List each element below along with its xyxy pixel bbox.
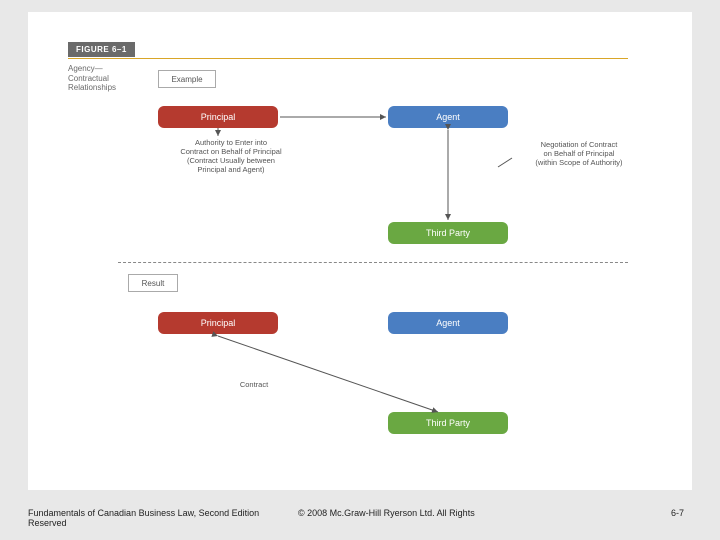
slide-footer: Fundamentals of Canadian Business Law, S… (28, 508, 692, 528)
fig-sub-l3: Relationships (68, 83, 148, 93)
fig-sub-l1: Agency— (68, 64, 148, 74)
footer-page: 6-7 (578, 508, 692, 528)
auth-l1: Authority to Enter into (156, 138, 306, 147)
footer-left: Fundamentals of Canadian Business Law, S… (28, 508, 259, 518)
auth-l2: Contract on Behalf of Principal (156, 147, 306, 156)
upper-agent-box: Agent (388, 106, 508, 128)
footer-center: © 2008 Mc.Graw-Hill Ryerson Ltd. All Rig… (298, 508, 578, 528)
negotiation-annotation: Negotiation of Contract on Behalf of Pri… (514, 140, 644, 167)
section-divider (118, 262, 628, 263)
authority-annotation: Authority to Enter into Contract on Beha… (156, 138, 306, 174)
example-box: Example (158, 70, 216, 88)
slide-area: FIGURE 6–1 Agency— Contractual Relations… (28, 12, 692, 490)
neg-l1: Negotiation of Contract (514, 140, 644, 149)
figure-header: FIGURE 6–1 (68, 42, 135, 57)
fig-sub-l2: Contractual (68, 74, 148, 84)
lower-principal-box: Principal (158, 312, 278, 334)
arrow-neg-pointer (498, 158, 512, 167)
figure-subtitle: Agency— Contractual Relationships (68, 64, 148, 93)
result-box: Result (128, 274, 178, 292)
figure-rule (68, 58, 628, 59)
auth-l3: (Contract Usually between (156, 156, 306, 165)
upper-thirdparty-box: Third Party (388, 222, 508, 244)
upper-principal-box: Principal (158, 106, 278, 128)
footer-reserved: Reserved (28, 518, 67, 528)
auth-l4: Principal and Agent) (156, 165, 306, 174)
contract-annotation: Contract (224, 380, 284, 389)
arrow-lower-principal-thirdparty (218, 336, 438, 412)
neg-l3: (within Scope of Authority) (514, 158, 644, 167)
neg-l2: on Behalf of Principal (514, 149, 644, 158)
figure-tab: FIGURE 6–1 (68, 42, 135, 57)
lower-agent-box: Agent (388, 312, 508, 334)
lower-thirdparty-box: Third Party (388, 412, 508, 434)
